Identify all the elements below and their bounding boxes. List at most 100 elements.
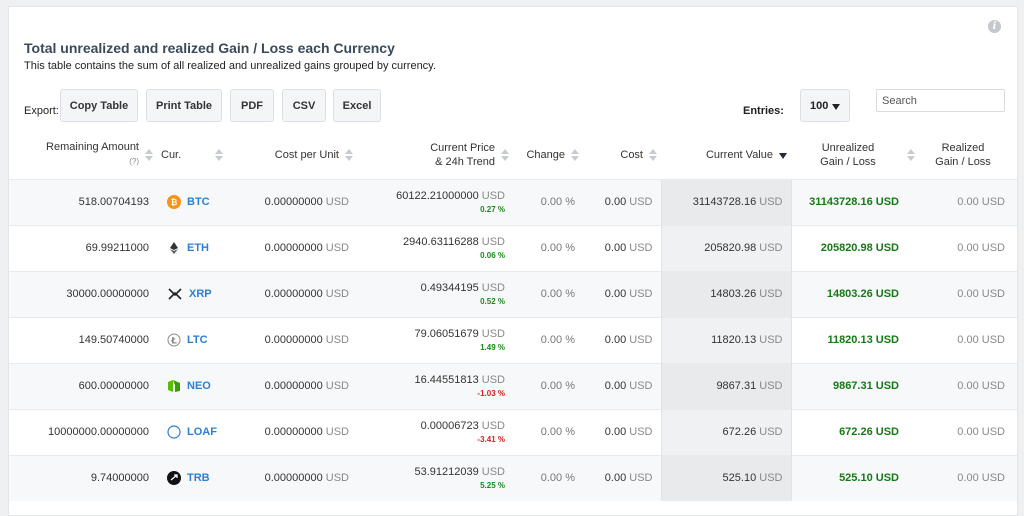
- search-input[interactable]: [876, 89, 1005, 112]
- change-value: 0.00 %: [513, 454, 583, 501]
- cost-value: 0.00: [604, 472, 627, 485]
- currency-cell[interactable]: Ł LTC: [157, 316, 227, 363]
- current-value: 672.26 USD: [660, 408, 792, 455]
- currency-link[interactable]: ETH: [187, 242, 209, 254]
- cost: 0.00 USD: [583, 270, 661, 317]
- gain-loss-table: Remaining Amount (?) Cur. Cost per Unit …: [9, 131, 1017, 501]
- copy-table-button[interactable]: Copy Table: [60, 89, 138, 122]
- change-value: 0.00 %: [513, 270, 583, 317]
- xrp-icon: [167, 287, 183, 301]
- realized-gain: 0.00 USD: [919, 178, 1017, 225]
- col-current-value[interactable]: Current Value: [661, 131, 791, 179]
- remaining-amount: 518.00704193: [9, 178, 157, 225]
- unrealized-gain: 11820.13 USD: [791, 316, 919, 363]
- csv-button[interactable]: CSV: [282, 89, 326, 122]
- currency-cell[interactable]: NEO: [157, 362, 227, 409]
- remaining-amount: 30000.00000000: [9, 270, 157, 317]
- currency-cell[interactable]: TRB: [157, 454, 227, 501]
- col-cost-label: Cost: [620, 148, 643, 161]
- current-price: 0.49344195 USD 0.52 %: [357, 270, 513, 317]
- table-row: 518.00704193 ₿ BTC 0.00000000 USD 60122.2100…: [9, 178, 1017, 225]
- neo-icon: [167, 379, 181, 393]
- currency-link[interactable]: TRB: [187, 472, 210, 485]
- excel-button[interactable]: Excel: [333, 89, 381, 122]
- col-unrealized-label: Unrealized: [821, 141, 875, 154]
- col-current-price[interactable]: Current Price & 24h Trend: [357, 131, 513, 179]
- current-value: 11820.13 USD: [660, 316, 792, 363]
- trend-value: 5.25 %: [480, 481, 505, 491]
- unit-label: USD: [759, 472, 783, 485]
- pdf-button[interactable]: PDF: [230, 89, 274, 122]
- realized-gain: 0.00 USD: [919, 224, 1017, 271]
- unrealized-gain: 672.26 USD: [791, 408, 919, 455]
- print-table-button[interactable]: Print Table: [146, 89, 222, 122]
- info-icon[interactable]: i: [988, 20, 1001, 33]
- currency-link[interactable]: BTC: [187, 196, 210, 208]
- unit-label: USD: [481, 190, 505, 202]
- col-unrealized-label-2: Gain / Loss: [820, 155, 876, 168]
- currency-cell[interactable]: XRP: [157, 270, 227, 317]
- current-price: 0.00006723 USD -3.41 %: [357, 408, 513, 455]
- currency-link[interactable]: XRP: [189, 288, 212, 300]
- current-value-amount: 31143728.16: [692, 196, 757, 208]
- current-value-amount: 525.10: [722, 472, 757, 485]
- realized-gain: 0.00 USD: [919, 270, 1017, 317]
- unit-label: USD: [629, 242, 653, 254]
- cost-value: 0.00: [604, 288, 627, 300]
- current-value: 14803.26 USD: [660, 270, 792, 317]
- col-realized-label-2: Gain / Loss: [935, 155, 991, 168]
- current-price: 16.44551813 USD -1.03 %: [357, 362, 513, 409]
- cost: 0.00 USD: [583, 224, 661, 271]
- sort-icon: [145, 148, 153, 161]
- col-current-value-label: Current Value: [705, 148, 773, 161]
- col-realized[interactable]: Realized Gain / Loss: [919, 131, 1017, 179]
- cost-per-unit: 0.00000000 USD: [227, 224, 357, 271]
- sort-icon: [907, 148, 915, 161]
- sort-icon: [215, 148, 223, 161]
- sort-icon: [649, 148, 657, 161]
- currency-link[interactable]: LTC: [187, 334, 208, 346]
- current-value-amount: 11820.13: [711, 334, 757, 346]
- remaining-amount: 149.50740000: [9, 316, 157, 363]
- currency-cell[interactable]: LOAF: [157, 408, 227, 455]
- cost-per-unit: 0.00000000 USD: [227, 454, 357, 501]
- col-change[interactable]: Change: [513, 131, 583, 179]
- price-value: 0.49344195: [420, 282, 479, 294]
- col-cost-per-unit[interactable]: Cost per Unit: [227, 131, 357, 179]
- col-currency[interactable]: Cur.: [157, 131, 227, 179]
- currency-cell[interactable]: ₿ BTC: [157, 178, 227, 225]
- trend-value: 1.49 %: [480, 343, 505, 352]
- currency-link[interactable]: LOAF: [187, 426, 217, 438]
- unit-label: USD: [629, 288, 653, 300]
- current-price: 53.91212039 USD 5.25 %: [357, 454, 513, 501]
- sort-desc-icon: [779, 152, 787, 159]
- col-cost[interactable]: Cost: [583, 131, 661, 179]
- col-remaining-amount[interactable]: Remaining Amount (?): [9, 131, 157, 179]
- cost-per-unit: 0.00000000 USD: [227, 408, 357, 455]
- unit-label: USD: [629, 334, 653, 346]
- col-unrealized[interactable]: Unrealized Gain / Loss: [791, 131, 919, 179]
- ethereum-icon: [167, 241, 181, 255]
- gain-loss-panel: i Total unrealized and realized Gain / L…: [8, 6, 1018, 516]
- current-value-amount: 672.26: [722, 426, 757, 438]
- cost: 0.00 USD: [583, 316, 661, 363]
- cost-per-unit-value: 0.00000000: [264, 472, 323, 485]
- cost-value: 0.00: [604, 426, 627, 438]
- unit-label: USD: [325, 426, 349, 438]
- col-change-label: Change: [526, 148, 565, 161]
- col-cost-per-unit-label: Cost per Unit: [274, 148, 339, 161]
- unrealized-gain: 31143728.16 USD: [791, 178, 919, 225]
- remaining-hint[interactable]: (?): [129, 157, 139, 167]
- current-value: 525.10 USD: [660, 454, 792, 501]
- realized-gain: 0.00 USD: [919, 454, 1017, 501]
- entries-select[interactable]: 100: [800, 89, 850, 122]
- unrealized-gain: 9867.31 USD: [791, 362, 919, 409]
- col-realized-label: Realized: [941, 141, 985, 154]
- unit-label: USD: [325, 334, 349, 346]
- currency-cell[interactable]: ETH: [157, 224, 227, 271]
- sort-icon: [571, 148, 579, 161]
- sort-icon: [501, 148, 509, 161]
- currency-link[interactable]: NEO: [187, 380, 211, 392]
- unrealized-gain: 525.10 USD: [791, 454, 919, 501]
- unit-label: USD: [759, 196, 783, 208]
